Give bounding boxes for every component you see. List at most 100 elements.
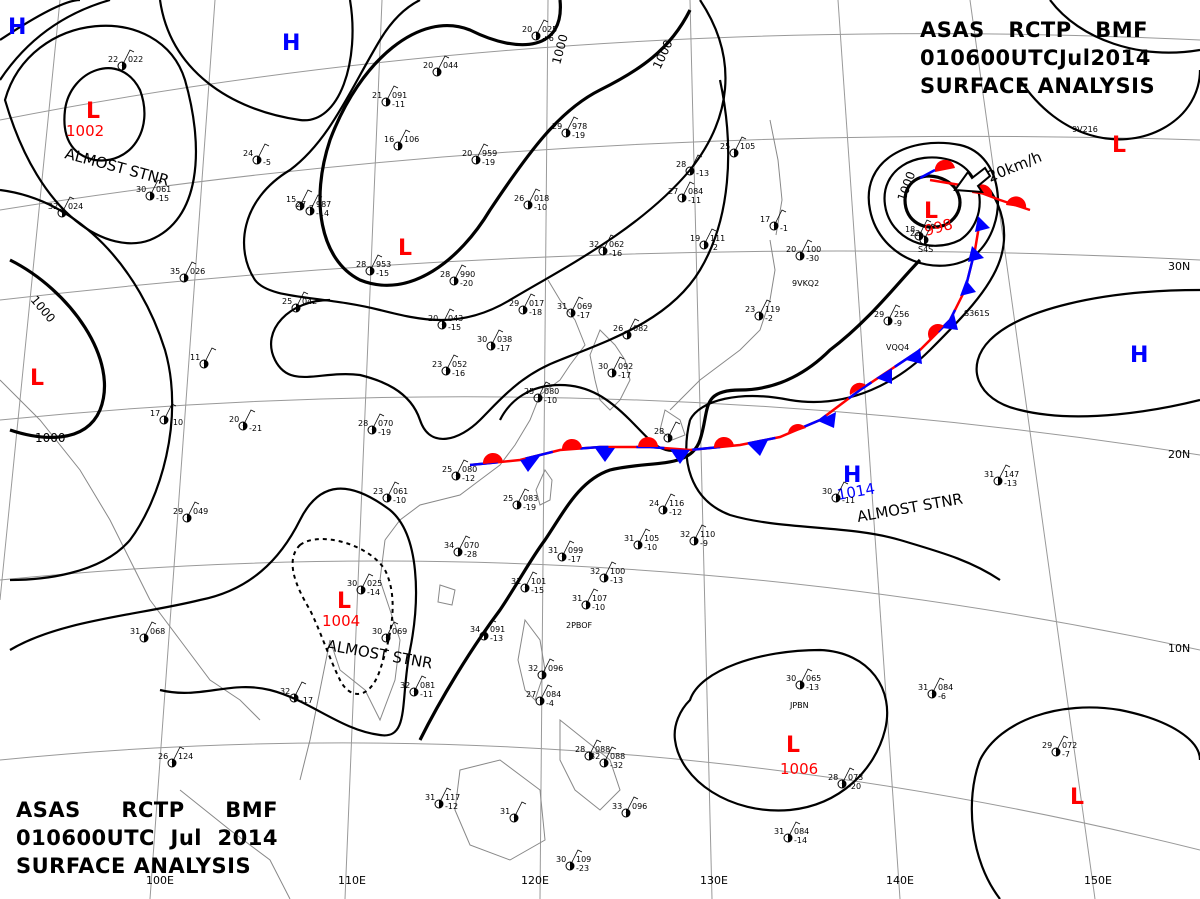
lat-label-30n: 30N (1168, 260, 1190, 273)
station-pressure: 111 (710, 234, 725, 243)
sumatra (179, 789, 291, 899)
station-plot: 23 119-2 (745, 299, 780, 323)
station-wind-barb (689, 154, 703, 172)
japan-kyushu (659, 409, 686, 441)
station-pressure: 147 (1004, 470, 1019, 479)
station-tendency: -11 (842, 496, 855, 505)
station-pressure: 084 (546, 690, 561, 699)
station-temperature: 28 (575, 745, 585, 754)
station-temperature: 29 (1042, 741, 1052, 750)
station-pressure: 052 (452, 360, 467, 369)
isobar-low-sw (291, 538, 394, 695)
station-wind-barb (565, 116, 579, 134)
station-wind-barb (516, 488, 530, 506)
station-plot: 21 091-11 (372, 85, 407, 109)
station-temperature: 31 (918, 683, 928, 692)
station-plot: 30 -11 (822, 481, 855, 505)
station-tendency: -12 (462, 474, 475, 483)
station-temperature: 29 (874, 310, 884, 319)
station-pressure: 069 (392, 627, 407, 636)
station-wind-barb (997, 464, 1011, 482)
cold-front-symbol (968, 246, 984, 262)
station-plot: 28 (654, 421, 681, 443)
station-wind-barb (603, 746, 617, 764)
cold-front-symbol (748, 440, 768, 456)
station-id-label: S4S (918, 245, 933, 254)
station-plot: 28 070-19 (358, 413, 393, 437)
lat-label-20n: 20N (1168, 448, 1190, 461)
station-pressure: 022 (128, 55, 143, 64)
station-tendency: -15 (448, 323, 461, 332)
philippines-south (559, 718, 621, 811)
station-wind-barb (413, 675, 427, 693)
station-tendency: -10 (592, 603, 605, 612)
station-plot: 24 -5 (243, 143, 271, 167)
station-plot: 20 043-15 (428, 308, 463, 332)
station-plot: 20 044 (423, 55, 458, 77)
warm-front-symbol (788, 424, 806, 434)
station-tendency: -9 (894, 319, 902, 328)
station-wind-barb (887, 304, 901, 322)
station-tendency: -17 (618, 371, 631, 380)
station-tendency: -17 (300, 696, 313, 705)
cold-front-symbol (975, 216, 990, 232)
station-tendency: -17 (497, 344, 510, 353)
station-pressure: 091 (392, 91, 407, 100)
station-temperature: 20 (428, 314, 438, 323)
station-temperature: 25 (524, 387, 534, 396)
header-bottom-time: 010600UTC (16, 826, 155, 850)
station-plot: 29 256-9 (874, 304, 909, 328)
station-plot: 28 088 (575, 739, 610, 761)
header-bottom: ASAS RCTP BMF 010600UTC Jul 2014 SURFACE… (16, 796, 278, 880)
station-wind-barb (513, 801, 527, 819)
station-plot: 26 082 (613, 318, 648, 340)
station-wind-barb (309, 194, 323, 212)
station-pressure: 061 (156, 185, 171, 194)
station-wind-barb (183, 261, 197, 279)
station-temperature: 29 (173, 507, 183, 516)
meridian-110e (344, 0, 383, 899)
low-ne-symbol: L (1112, 133, 1126, 158)
station-wind-barb (61, 196, 75, 214)
station-tendency: -12 (669, 508, 682, 517)
station-wind-barb (787, 821, 801, 839)
station-wind-barb (585, 588, 599, 606)
station-id-label: JPBN (789, 701, 809, 710)
station-pressure: 106 (404, 135, 419, 144)
station-temperature: 32 (48, 202, 58, 211)
station-temperature: 28 (828, 773, 838, 782)
station-temperature: 20 (462, 149, 472, 158)
station-plot: 20 -21 (229, 409, 262, 433)
meridian-150e (969, 0, 1096, 899)
station-tendency: -13 (610, 576, 623, 585)
station-tendency: -17 (568, 555, 581, 564)
low-nw-value: 1002 (66, 122, 104, 140)
low-sw-value: 1004 (322, 612, 360, 630)
station-plot: 17 -1 (760, 209, 788, 233)
station-plot: 11 (190, 347, 217, 369)
station-wind-barb (171, 746, 185, 764)
station-tendency: -11 (420, 690, 433, 699)
station-tendency: -19 (572, 131, 585, 140)
station-temperature: 35 (170, 267, 180, 276)
header-bottom-year: 2014 (217, 826, 278, 850)
station-plot: 29 072-7 (1042, 735, 1077, 759)
station-id-label: 9VKQ2 (792, 279, 819, 288)
station-pressure: 042 (302, 297, 317, 306)
station-temperature: 11 (190, 353, 200, 362)
station-plot: 24 116-12 (649, 493, 684, 517)
station-wind-barb (537, 381, 551, 399)
station-temperature: 32 (528, 664, 538, 673)
station-wind-barb (931, 677, 945, 695)
station-plot: 17 -10 (150, 403, 183, 427)
station-wind-barb (799, 239, 813, 257)
station-temperature: 22 (108, 55, 118, 64)
station-plot: 31 099-17 (548, 540, 583, 564)
station-pressure: 100 (806, 245, 821, 254)
parallel-35n (0, 135, 1200, 211)
station-temperature: 18 (905, 225, 915, 234)
borneo (454, 759, 546, 861)
header-bottom-month: Jul (170, 826, 202, 850)
lon-label-120e: 120E (521, 874, 549, 887)
high-far-nw-symbol: H (8, 15, 26, 40)
